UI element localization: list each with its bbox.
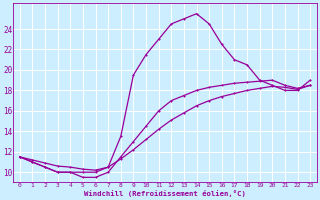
X-axis label: Windchill (Refroidissement éolien,°C): Windchill (Refroidissement éolien,°C) xyxy=(84,190,246,197)
